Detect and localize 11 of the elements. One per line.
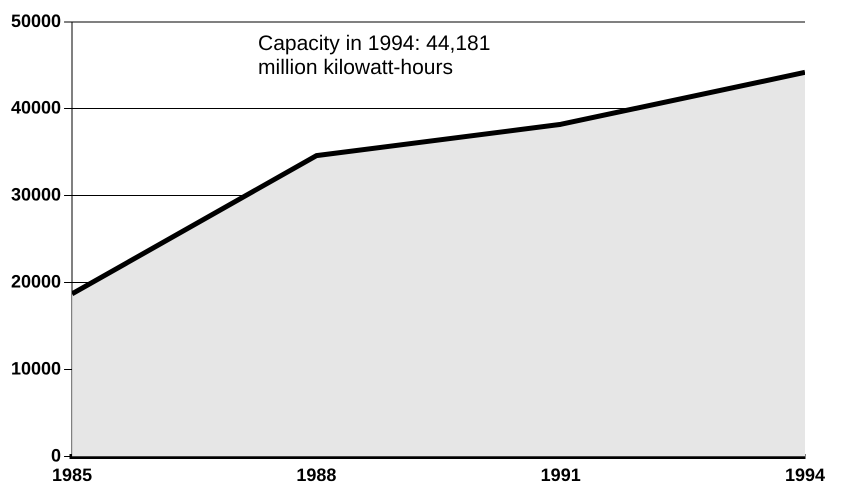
y-tick-label: 50000 [10, 10, 62, 31]
x-tick-label: 1988 [296, 465, 336, 486]
y-tick-label: 20000 [10, 272, 62, 292]
x-tick-label: 1985 [52, 465, 92, 486]
x-tick-label: 1994 [784, 465, 826, 486]
y-tick-label: 40000 [10, 98, 62, 118]
y-tick-label: 10000 [10, 358, 62, 378]
y-tick-label: 30000 [10, 184, 62, 205]
y-tick-label: 0 [51, 445, 62, 466]
annotation: Capacity in 1994: 44,181 million kilowatt-hours [258, 32, 490, 80]
x-tick-label: 1991 [540, 465, 581, 486]
